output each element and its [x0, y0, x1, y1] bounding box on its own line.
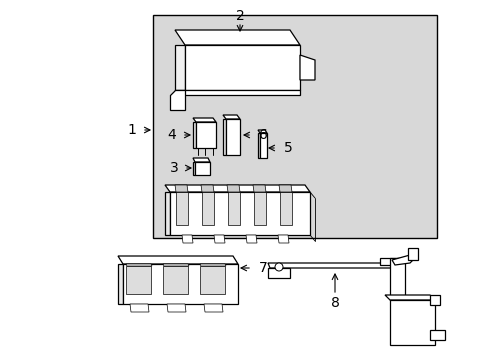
Text: 1: 1 — [127, 123, 136, 137]
Polygon shape — [384, 295, 434, 300]
Text: 7: 7 — [258, 261, 267, 275]
Polygon shape — [153, 15, 436, 238]
Polygon shape — [126, 266, 151, 294]
Polygon shape — [200, 266, 224, 294]
Polygon shape — [163, 264, 189, 266]
Polygon shape — [407, 248, 417, 260]
Polygon shape — [130, 304, 149, 312]
Polygon shape — [379, 258, 399, 265]
Polygon shape — [389, 258, 404, 300]
Polygon shape — [123, 264, 238, 304]
Text: 3: 3 — [169, 161, 178, 175]
Polygon shape — [429, 295, 439, 305]
Polygon shape — [429, 330, 444, 340]
Polygon shape — [193, 122, 196, 148]
Polygon shape — [279, 185, 291, 192]
Polygon shape — [193, 118, 216, 122]
Polygon shape — [280, 192, 291, 225]
Polygon shape — [175, 45, 184, 90]
Polygon shape — [260, 133, 266, 158]
Polygon shape — [175, 90, 299, 95]
Polygon shape — [299, 55, 314, 80]
Polygon shape — [267, 268, 289, 278]
Text: 4: 4 — [167, 128, 176, 142]
Circle shape — [274, 263, 283, 271]
Polygon shape — [223, 115, 240, 119]
Polygon shape — [175, 185, 187, 192]
Polygon shape — [258, 130, 266, 133]
Polygon shape — [201, 185, 214, 192]
Polygon shape — [167, 304, 185, 312]
Polygon shape — [200, 264, 225, 266]
Polygon shape — [175, 30, 299, 45]
Polygon shape — [126, 264, 152, 266]
Polygon shape — [195, 162, 209, 175]
Polygon shape — [176, 192, 187, 225]
Polygon shape — [193, 158, 209, 162]
Text: 5: 5 — [283, 141, 292, 155]
Polygon shape — [252, 185, 265, 192]
Text: 6: 6 — [258, 128, 267, 142]
Text: 2: 2 — [235, 9, 244, 23]
Polygon shape — [267, 263, 391, 268]
Polygon shape — [258, 133, 260, 158]
Polygon shape — [278, 235, 288, 243]
Polygon shape — [225, 119, 240, 155]
Polygon shape — [389, 300, 434, 345]
Polygon shape — [245, 235, 257, 243]
Polygon shape — [391, 255, 414, 265]
Polygon shape — [253, 192, 265, 225]
Polygon shape — [214, 235, 224, 243]
Polygon shape — [196, 122, 216, 148]
Polygon shape — [163, 266, 187, 294]
Polygon shape — [164, 192, 170, 235]
Polygon shape — [193, 162, 195, 175]
Polygon shape — [184, 45, 299, 90]
Polygon shape — [202, 192, 214, 225]
Text: 8: 8 — [330, 296, 339, 310]
Polygon shape — [227, 192, 240, 225]
Polygon shape — [170, 90, 184, 110]
Polygon shape — [226, 185, 240, 192]
Polygon shape — [182, 235, 193, 243]
Polygon shape — [170, 192, 309, 235]
Polygon shape — [164, 185, 309, 192]
Polygon shape — [223, 119, 225, 155]
Polygon shape — [118, 256, 238, 264]
Polygon shape — [203, 304, 223, 312]
Polygon shape — [118, 264, 123, 304]
